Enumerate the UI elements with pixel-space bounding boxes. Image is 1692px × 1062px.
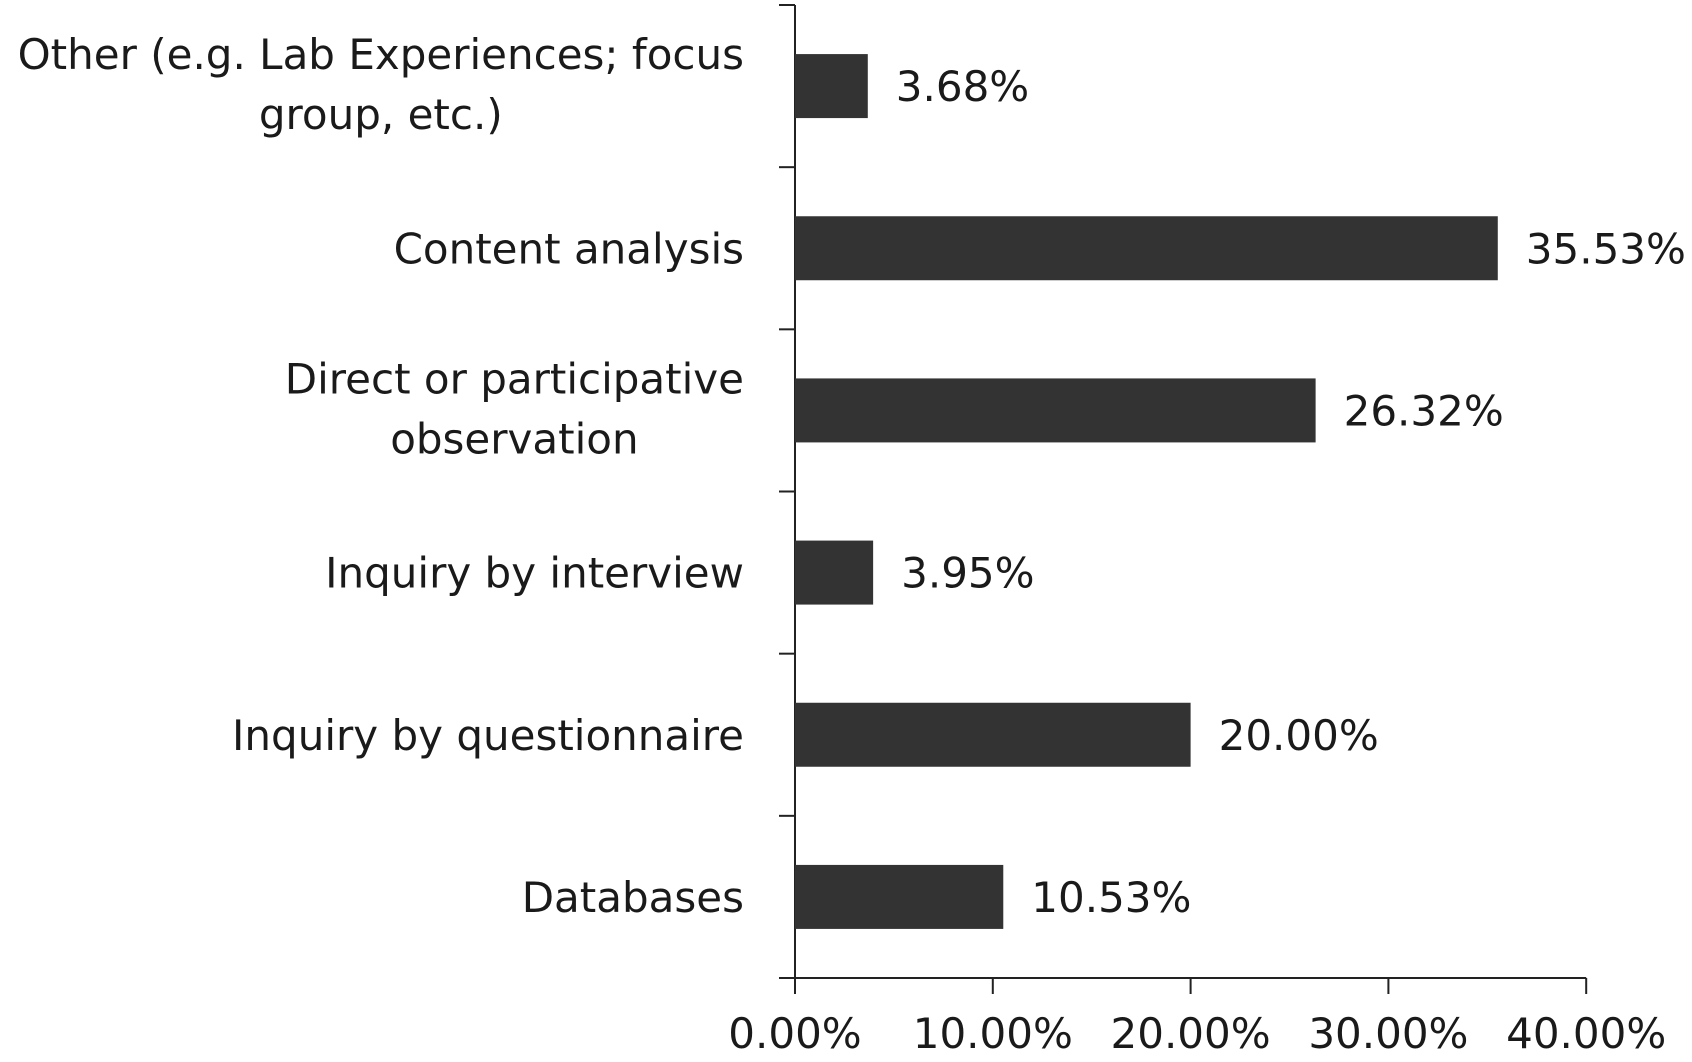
value-label: 26.32% [1344, 386, 1504, 435]
x-tick-label: 10.00% [913, 1009, 1073, 1058]
category-label: Inquiry by questionnaire [232, 711, 744, 760]
bar [795, 54, 868, 119]
category-label: Other (e.g. Lab Experiences; focus [18, 30, 744, 79]
bars [795, 54, 1498, 929]
category-label: Inquiry by interview [325, 549, 744, 598]
bar [795, 864, 1004, 929]
value-labels: 3.68% 35.53% 26.32% 3.95% 20.00% 10.53% [896, 62, 1686, 922]
bar [795, 216, 1498, 281]
category-label: Direct or participative [285, 354, 744, 403]
x-tick-labels: 0.00% 10.00% 20.00% 30.00% 40.00% [728, 1009, 1666, 1058]
category-label: group, etc.) [259, 90, 503, 139]
bar [795, 378, 1316, 443]
x-axis [794, 977, 1588, 994]
y-axis [779, 4, 796, 979]
value-label: 35.53% [1526, 224, 1686, 273]
category-labels: Other (e.g. Lab Experiences; focus group,… [18, 30, 744, 922]
bar [795, 540, 874, 605]
bar [795, 702, 1191, 767]
category-label: Databases [522, 873, 744, 922]
value-label: 10.53% [1031, 873, 1191, 922]
category-label: Content analysis [394, 224, 744, 273]
x-tick-label: 40.00% [1506, 1009, 1666, 1058]
value-label: 20.00% [1219, 711, 1379, 760]
category-label: observation [390, 414, 638, 463]
x-tick-label: 30.00% [1308, 1009, 1468, 1058]
value-label: 3.68% [896, 62, 1029, 111]
value-label: 3.95% [901, 549, 1034, 598]
x-tick-label: 0.00% [728, 1009, 861, 1058]
x-tick-label: 20.00% [1111, 1009, 1271, 1058]
